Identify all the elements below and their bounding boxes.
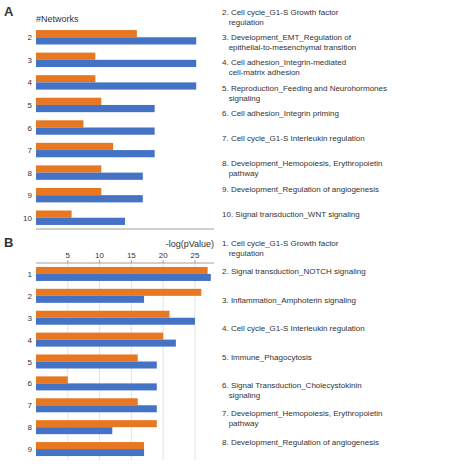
- category-label: 6: [28, 124, 33, 133]
- legend-entry: 7. Cell cycle_G1-S Interleukin regulatio…: [222, 134, 365, 143]
- axis-label: -log(pValue): [166, 239, 214, 249]
- bar: [36, 376, 68, 383]
- legend-entry: 7. Development_Hemopoiesis, Erythropoiet…: [222, 409, 383, 428]
- category-label: 10: [23, 214, 32, 223]
- tick-label: 5: [66, 251, 71, 260]
- bar: [36, 267, 208, 274]
- bar: [36, 195, 143, 202]
- bar: [36, 296, 144, 303]
- category-label: 7: [28, 146, 33, 155]
- tick-mark: [163, 260, 164, 263]
- legend-entry: 4. Cell cycle_G1-S Interleukin regulatio…: [222, 324, 365, 333]
- bar: [36, 218, 125, 225]
- legend-entry: 8. Development_Hemopoiesis, Erythropoiet…: [222, 159, 383, 178]
- title: B: [4, 235, 13, 250]
- legend-entry: 4. Cell adhesion_Integrin-mediated cell-…: [222, 58, 346, 77]
- bars: [36, 30, 196, 225]
- bar: [36, 211, 72, 218]
- bar: [36, 354, 138, 361]
- bar: [36, 143, 113, 150]
- bar: [36, 188, 101, 195]
- bar: [36, 105, 155, 112]
- tick-mark: [99, 260, 100, 263]
- bar: [36, 30, 137, 37]
- bar: [36, 120, 83, 127]
- category-label: 2: [28, 292, 33, 301]
- tick-mark: [67, 260, 68, 263]
- bar: [36, 427, 112, 434]
- category-label: 3: [28, 314, 33, 323]
- bar: [36, 274, 211, 281]
- bar: [36, 289, 201, 296]
- bar: [36, 340, 176, 347]
- title: A: [4, 4, 14, 19]
- bar: [36, 362, 157, 369]
- category-label: 4: [28, 78, 33, 87]
- chart-root: A#Networks23456789102. Cell cycle_G1-S G…: [0, 0, 474, 474]
- category-label: 8: [28, 169, 33, 178]
- bar: [36, 128, 155, 135]
- bar: [36, 449, 144, 456]
- bar: [36, 311, 170, 318]
- axis-line: [36, 229, 214, 230]
- bar: [36, 75, 95, 82]
- tick-label: 15: [127, 251, 136, 260]
- tick-label: 25: [190, 251, 199, 260]
- bar: [36, 398, 138, 405]
- legend-entry: 3. Development_EMT_Regulation of epithel…: [222, 33, 356, 52]
- category-label: 2: [28, 33, 33, 42]
- bar: [36, 150, 155, 157]
- bar: [36, 165, 101, 172]
- bar: [36, 333, 163, 340]
- tick-mark: [194, 260, 195, 263]
- legend-entry: 5. Immune_Phagocytosis: [222, 353, 312, 362]
- panel: A #Networks2 3 4 5 6 7 8 9 10 2. Cell cycle_G1-S G…: [4, 4, 387, 229]
- legend-entry: 5. Reproduction_Feeding and Neurohormone…: [222, 84, 387, 103]
- bar: [36, 420, 157, 427]
- tick-mark: [131, 260, 132, 263]
- bars: [36, 267, 211, 456]
- legend-entry: 1. Cell cycle_G1-S Growth factor regulat…: [222, 239, 339, 258]
- axis-line: [36, 263, 214, 264]
- category-label: 1: [28, 270, 33, 279]
- tick-label: 10: [95, 251, 104, 260]
- category-label: 6: [28, 379, 33, 388]
- bar: [36, 60, 196, 67]
- legend-entry: 6. Cell adhesion_Integrin priming: [222, 109, 339, 118]
- bar: [36, 405, 157, 412]
- category-label: 5: [28, 101, 33, 110]
- category-label: 4: [28, 336, 33, 345]
- category-label: 8: [28, 423, 33, 432]
- panel: B -log(pValue) 5 10 15 20 25 1 2 3 4 5 6 7 8 9 1. Cell c…: [4, 235, 383, 460]
- category-label: 5: [28, 358, 33, 367]
- bar: [36, 53, 95, 60]
- legend-entry: 8. Development_Regulation of angiogenesi…: [222, 438, 379, 447]
- legend-entry: 2. Signal transduction_NOTCH signaling: [222, 267, 366, 276]
- bar: [36, 318, 195, 325]
- bar: [36, 442, 144, 449]
- legend-entry: 2. Cell cycle_G1-S Growth factor regulat…: [222, 8, 339, 27]
- category-label: 9: [28, 445, 33, 454]
- category-label: 7: [28, 401, 33, 410]
- bar: [36, 173, 143, 180]
- legend-entry: 9. Development_Regulation of angiogenesi…: [222, 185, 379, 194]
- bar: [36, 37, 196, 44]
- tick-label: 20: [159, 251, 168, 260]
- axis-label: #Networks: [36, 14, 79, 24]
- legend-entry: 3. Inflammation_Amphoterin signaling: [222, 296, 356, 305]
- bar: [36, 82, 196, 89]
- bar: [36, 98, 101, 105]
- legend-entry: 6. Signal Transduction_Cholecystokinin s…: [222, 381, 362, 400]
- legend-entry: 10. Signal transduction_WNT signaling: [222, 210, 360, 219]
- bar: [36, 383, 157, 390]
- category-label: 3: [28, 56, 33, 65]
- category-label: 9: [28, 191, 33, 200]
